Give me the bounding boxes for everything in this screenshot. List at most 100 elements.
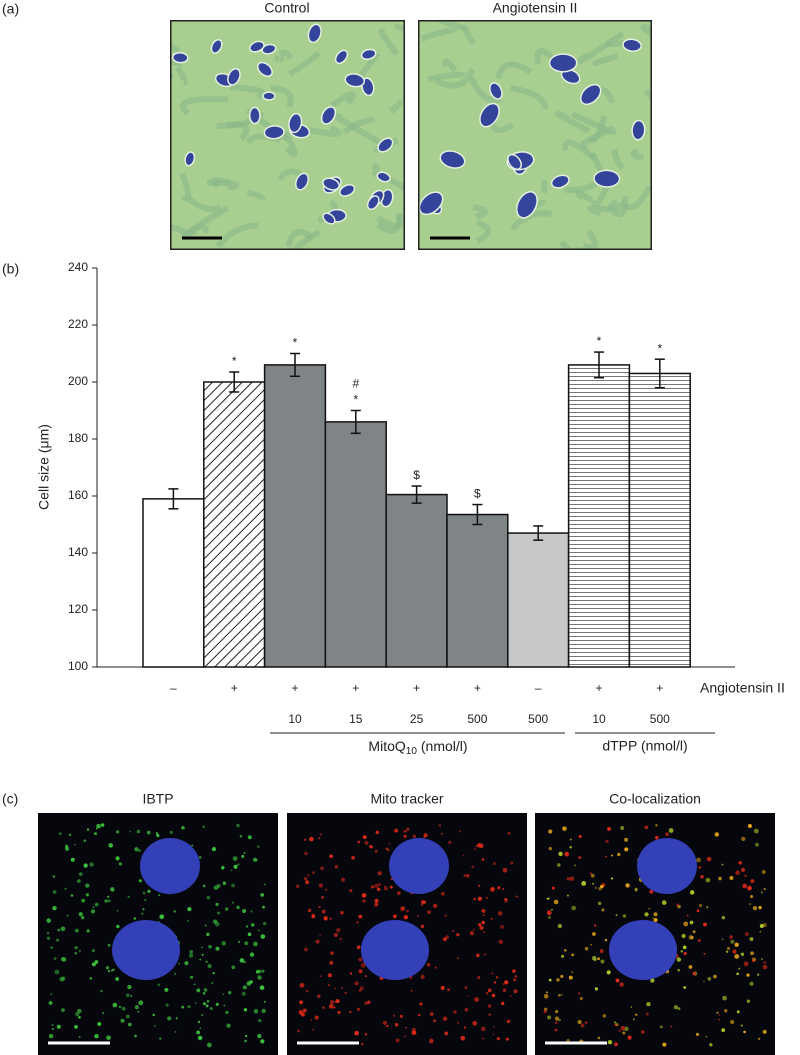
punctum (201, 946, 204, 949)
punctum (601, 908, 605, 912)
angiotensin-mark: + (474, 681, 481, 695)
image-title: Angiotensin II (493, 0, 578, 16)
punctum (107, 970, 110, 973)
punctum (376, 887, 381, 892)
punctum (374, 883, 379, 889)
punctum (46, 918, 51, 923)
punctum (665, 832, 669, 836)
punctum (551, 908, 553, 911)
punctum (654, 835, 659, 840)
punctum (734, 942, 739, 947)
bar (324, 421, 387, 668)
punctum (490, 887, 495, 892)
punctum (319, 833, 322, 836)
punctum (351, 855, 355, 860)
punctum (680, 949, 684, 953)
y-axis-label: Cell size (μm) (36, 424, 52, 510)
punctum (482, 1037, 484, 1040)
y-tick-label: 240 (68, 260, 88, 274)
punctum (94, 1033, 99, 1039)
punctum (93, 832, 97, 836)
punctum (374, 849, 378, 853)
cell-body (226, 121, 250, 141)
punctum (364, 975, 367, 978)
cell-body (495, 61, 533, 80)
punctum (738, 967, 741, 970)
punctum (762, 923, 767, 928)
punctum (557, 863, 561, 867)
punctum (551, 886, 555, 890)
punctum (54, 969, 60, 975)
punctum (411, 1030, 417, 1036)
punctum (723, 1009, 728, 1013)
micrograph (418, 20, 652, 250)
punctum (102, 1012, 105, 1015)
punctum (55, 938, 60, 942)
punctum (187, 1005, 191, 1009)
punctum (241, 854, 245, 858)
cell-body (287, 51, 322, 77)
punctum (749, 902, 752, 906)
punctum (241, 991, 246, 996)
punctum (70, 857, 75, 862)
punctum (361, 893, 367, 898)
punctum (107, 895, 110, 898)
punctum (706, 856, 712, 862)
punctum (304, 851, 308, 856)
image-title: IBTP (142, 791, 173, 807)
punctum (311, 914, 316, 919)
punctum (556, 978, 560, 982)
punctum (85, 893, 89, 897)
punctum (333, 933, 338, 938)
punctum (357, 840, 361, 844)
punctum (584, 946, 589, 951)
punctum (513, 978, 517, 982)
punctum (419, 1002, 423, 1006)
punctum (433, 1019, 437, 1023)
punctum (156, 833, 160, 838)
cell-body (370, 163, 380, 178)
punctum (393, 914, 397, 919)
punctum (144, 898, 147, 902)
punctum (743, 1030, 746, 1034)
punctum (134, 1005, 139, 1010)
punctum (231, 901, 234, 904)
punctum (649, 889, 654, 894)
y-tick-label: 140 (68, 545, 88, 559)
nucleus (248, 106, 261, 125)
punctum (504, 980, 509, 985)
punctum (472, 1021, 478, 1026)
punctum (62, 957, 67, 962)
punctum (239, 835, 243, 838)
punctum (597, 901, 602, 905)
punctum (495, 976, 499, 979)
punctum (762, 964, 768, 970)
punctum (655, 823, 658, 827)
punctum (159, 1037, 162, 1040)
bar (628, 372, 691, 668)
punctum (477, 843, 482, 848)
punctum (310, 1019, 313, 1022)
nucleus (548, 53, 578, 73)
punctum (406, 909, 409, 913)
punctum (560, 954, 565, 958)
punctum (309, 836, 314, 842)
punctum (197, 1035, 203, 1041)
punctum (505, 1037, 509, 1041)
punctum (159, 914, 165, 920)
punctum (137, 1010, 140, 1013)
punctum (464, 986, 468, 990)
cell-body (640, 23, 652, 38)
punctum (462, 854, 465, 857)
punctum (477, 896, 482, 901)
punctum (83, 839, 87, 842)
punctum (750, 895, 754, 899)
cell-body (394, 22, 405, 35)
punctum (644, 912, 649, 917)
punctum (749, 937, 754, 942)
y-tick-label: 180 (68, 431, 88, 445)
punctum (253, 941, 258, 947)
punctum (463, 1026, 467, 1029)
punctum (492, 1033, 495, 1036)
punctum (208, 945, 212, 949)
